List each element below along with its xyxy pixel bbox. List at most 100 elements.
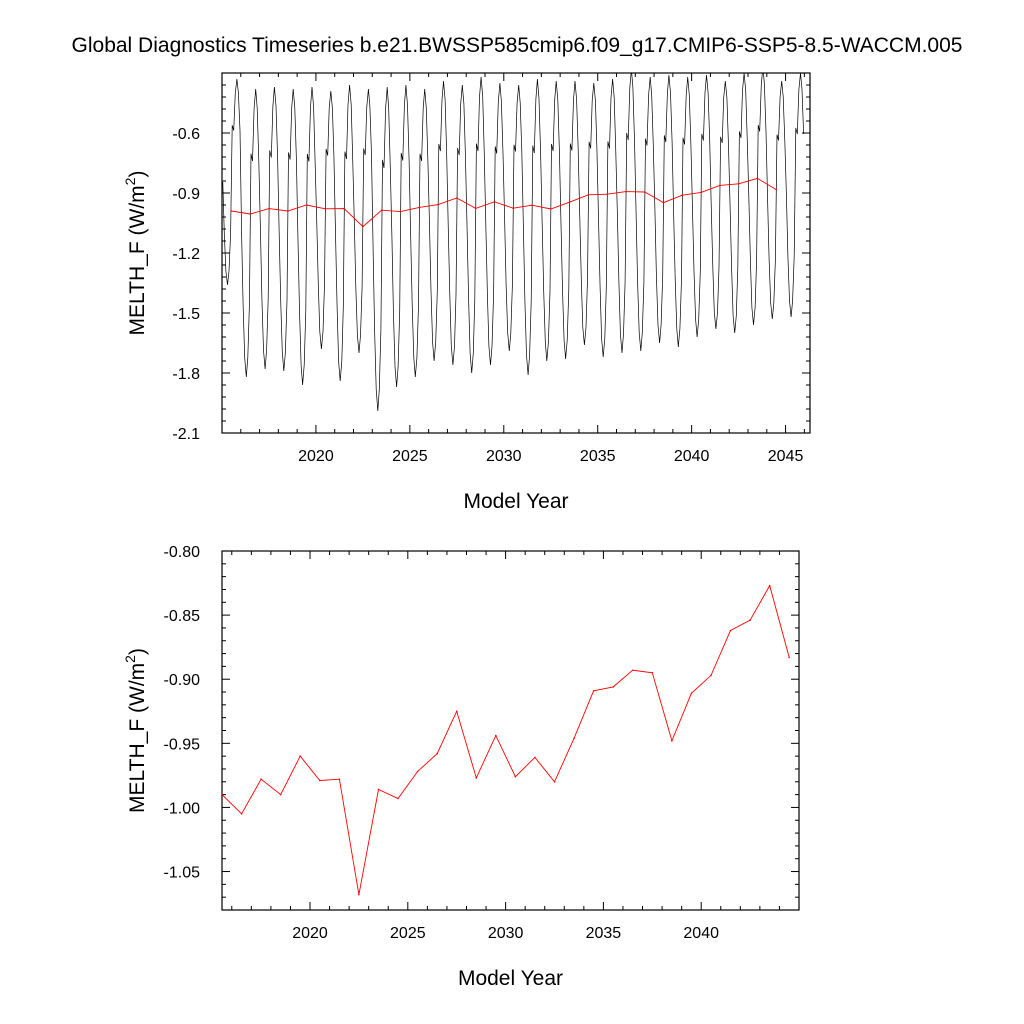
chart1-y-axis-label: MELTH_F (W/m2) bbox=[122, 648, 149, 813]
chart1-y-axis-label-close: ) bbox=[126, 648, 149, 655]
chart1-annual-point bbox=[338, 778, 341, 781]
page-title: Global Diagnostics Timeseries b.e21.BWSS… bbox=[71, 34, 963, 57]
chart1-annual-point bbox=[690, 692, 693, 695]
chart1-annual-point bbox=[749, 619, 751, 622]
chart1-annual-point bbox=[651, 672, 654, 674]
chart0-annual-series-line bbox=[231, 177, 777, 228]
chart0-x-tick-label: 2035 bbox=[580, 448, 616, 465]
chart0-x-tick-label: 2030 bbox=[486, 448, 522, 465]
chart0-annual-point bbox=[343, 207, 345, 210]
chart0-annual-point bbox=[719, 184, 721, 187]
chart0-x-tick-label: 2040 bbox=[674, 448, 710, 465]
chart0-y-axis-label-sup: 2 bbox=[122, 177, 138, 185]
chart1-annual-point bbox=[671, 739, 673, 742]
chart0-annual-point bbox=[756, 177, 759, 180]
chart1-y-tick-label: -0.80 bbox=[164, 544, 201, 561]
chart1-annual-point bbox=[592, 689, 595, 692]
chart1-annual-point bbox=[416, 770, 419, 773]
chart0-y-axis-label-close: ) bbox=[126, 171, 149, 178]
chart0-x-tick-label: 2020 bbox=[298, 448, 334, 465]
chart0-x-tick-label: 2025 bbox=[392, 448, 428, 465]
chart0-annual-point bbox=[230, 210, 233, 212]
chart0-annual-point bbox=[286, 210, 289, 212]
chart0-annual-point bbox=[681, 194, 684, 196]
chart1-annual-point bbox=[299, 755, 302, 757]
chart0-annual-point bbox=[700, 191, 702, 194]
chart0-annual-point bbox=[399, 210, 402, 213]
chart1-x-tick-label: 2025 bbox=[390, 925, 426, 942]
chart0-annual-point bbox=[775, 188, 777, 191]
chart0-annual-point bbox=[493, 201, 496, 203]
chart1-annual-point bbox=[358, 893, 360, 896]
chart0-annual-point bbox=[606, 193, 608, 195]
chart0-annual-point bbox=[512, 207, 514, 209]
chart1-annual-point bbox=[279, 793, 282, 796]
chart1-annual-point bbox=[495, 734, 497, 737]
chart1-annual-point bbox=[534, 756, 536, 759]
chart1-x-axis-label: Model Year bbox=[458, 967, 563, 990]
chart1-annual-point bbox=[222, 793, 223, 796]
bottom-panel: 2020 2025 2030 2035 2040 -1.05 -1.00 -0.95 -0.90… bbox=[122, 544, 800, 990]
chart1-y-axis-label-sup: 2 bbox=[122, 655, 138, 663]
chart0-annual-point bbox=[737, 183, 740, 185]
chart0-annual-point bbox=[531, 204, 533, 206]
chart0-annual-point bbox=[305, 204, 308, 206]
chart1-annual-point bbox=[514, 775, 517, 778]
chart0-y-axis-label: MELTH_F (W/m2) bbox=[122, 171, 149, 336]
chart0-annual-point bbox=[380, 209, 383, 211]
chart0-annual-point bbox=[643, 191, 646, 193]
chart1-y-tick-label: -0.90 bbox=[164, 672, 201, 689]
chart1-annual-point bbox=[768, 584, 771, 587]
chart1-annual-point bbox=[397, 797, 399, 800]
chart1-annual-point bbox=[553, 780, 556, 783]
chart1-annual-point bbox=[710, 674, 712, 677]
chart0-annual-point bbox=[568, 201, 571, 203]
chart1-x-tick-label: 2030 bbox=[488, 925, 524, 942]
chart1-y-tick-label: -0.85 bbox=[164, 608, 201, 625]
chart0-y-axis-label-main: MELTH_F (W/m bbox=[126, 185, 149, 335]
top-panel: 2020 2025 2030 2035 2040 2045 -2.1 -1.8 -1.5 -1.2… bbox=[122, 72, 811, 513]
chart0-annual-point bbox=[249, 213, 251, 215]
chart1-y-tick-label: -1.05 bbox=[164, 865, 201, 882]
chart1-annual-point bbox=[240, 813, 243, 815]
chart0-annual-point bbox=[418, 206, 421, 209]
chart1-annual-point bbox=[475, 777, 478, 779]
chart0-y-tick-label: -1.8 bbox=[172, 366, 200, 383]
chart0-annual-point bbox=[549, 208, 552, 210]
chart1-y-tick-label: -1.00 bbox=[164, 800, 201, 817]
chart1-annual-point bbox=[260, 778, 262, 781]
chart0-annual-point bbox=[362, 225, 364, 228]
chart1-annual-point bbox=[318, 779, 321, 782]
chart1-x-tick-label: 2020 bbox=[292, 925, 328, 942]
chart0-monthly-series-line bbox=[222, 73, 804, 412]
chart1-annual-point bbox=[788, 656, 791, 659]
chart1-x-tick-label: 2040 bbox=[683, 925, 719, 942]
chart1-annual-point bbox=[612, 686, 614, 688]
chart0-y-tick-label: -1.2 bbox=[172, 246, 200, 263]
chart1-annual-point bbox=[573, 737, 575, 739]
chart1-y-tick-label: -0.95 bbox=[164, 736, 201, 753]
chart0-y-tick-label: -1.5 bbox=[172, 306, 200, 323]
chart0-y-tick-label: -2.1 bbox=[172, 426, 200, 443]
chart1-annual-point bbox=[729, 629, 732, 632]
chart1-annual-series-line bbox=[222, 584, 790, 895]
chart1-plot-frame bbox=[221, 550, 800, 911]
chart1-annual-point bbox=[436, 752, 438, 755]
chart0-annual-point bbox=[456, 197, 458, 199]
chart0-annual-point bbox=[474, 207, 477, 210]
chart0-annual-point bbox=[268, 207, 270, 210]
chart1-annual-point bbox=[377, 788, 380, 791]
chart0-y-tick-label: -0.6 bbox=[172, 126, 200, 143]
chart1-annual-point bbox=[455, 710, 458, 713]
chart0-annual-point bbox=[625, 190, 627, 193]
chart1-x-tick-label: 2035 bbox=[586, 925, 622, 942]
chart0-annual-point bbox=[662, 201, 665, 204]
chart0-y-tick-label: -0.9 bbox=[172, 186, 200, 203]
chart0-x-tick-label: 2045 bbox=[768, 448, 804, 465]
chart0-annual-point bbox=[324, 208, 327, 210]
chart0-annual-point bbox=[587, 194, 590, 196]
chart1-annual-point bbox=[631, 669, 634, 672]
chart0-annual-point bbox=[437, 203, 439, 206]
chart0-x-axis-label: Model Year bbox=[463, 490, 568, 513]
